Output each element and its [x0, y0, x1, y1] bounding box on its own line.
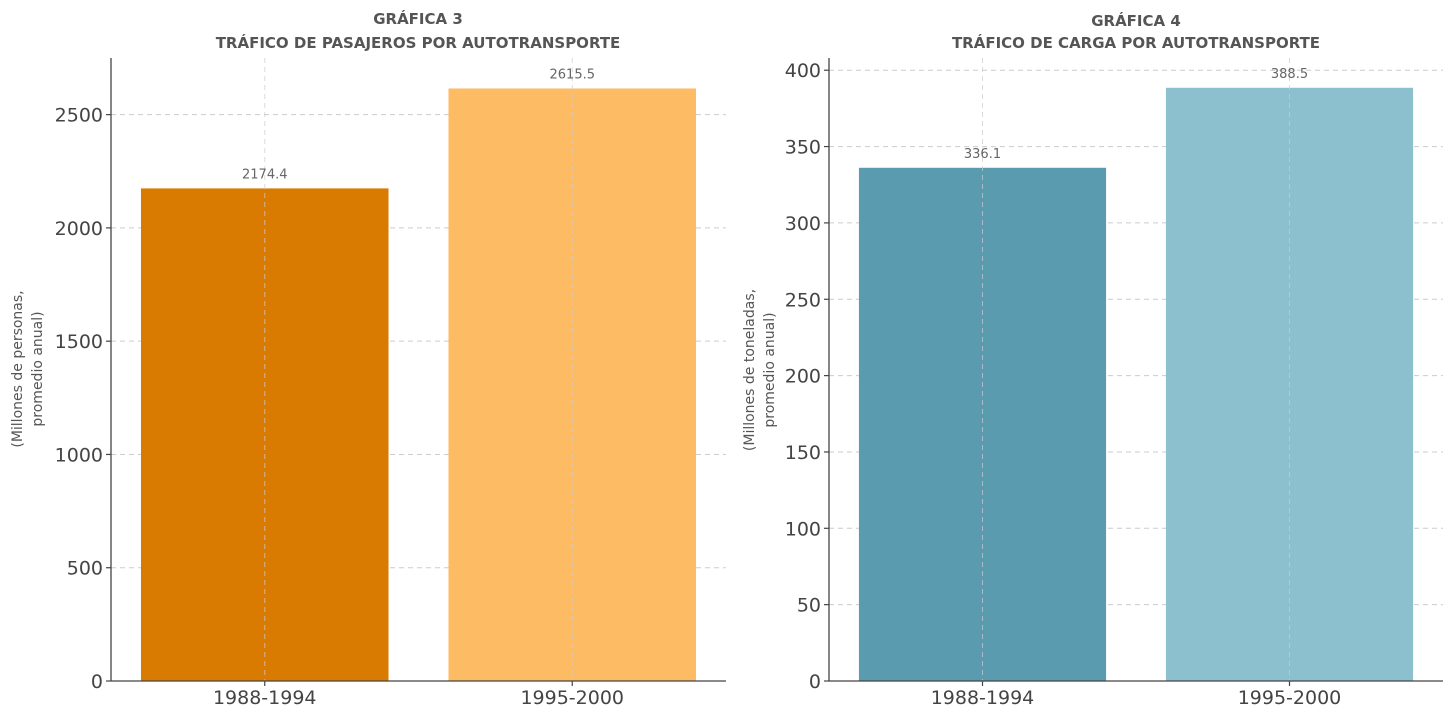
- y-tick-label: 400: [785, 60, 821, 82]
- y-tick-label: 0: [91, 671, 103, 693]
- y-tick-label: 50: [797, 595, 821, 617]
- y-tick-label: 0: [809, 671, 821, 693]
- chart-title: GRÁFICA 4: [1091, 11, 1181, 30]
- y-tick-label: 2000: [55, 218, 103, 240]
- chart-title: GRÁFICA 3: [373, 9, 463, 28]
- y-axis-label-line-1: (Millones de toneladas,: [742, 289, 758, 451]
- data-label-1995-2000: 2615.5: [550, 67, 596, 82]
- y-tick-label: 2500: [55, 105, 103, 127]
- x-tick-label: 1988-1994: [213, 687, 317, 709]
- chart-panel-2: 336.1 388.5 0 50 100 150 200 250 300 350 400 1988-1…: [742, 11, 1443, 709]
- data-label-1995-2000: 388.5: [1271, 67, 1308, 82]
- x-tick-label: 1995-2000: [1238, 687, 1342, 709]
- y-tick-label: 1500: [55, 331, 103, 353]
- y-tick-label: 500: [67, 558, 103, 580]
- x-tick-label: 1988-1994: [931, 687, 1035, 709]
- y-axis-label-line-2: promedio anual): [30, 311, 46, 426]
- y-tick-label: 150: [785, 442, 821, 464]
- x-tick-label: 1995-2000: [520, 687, 624, 709]
- y-tick-label: 1000: [55, 444, 103, 466]
- chart-subtitle: TRÁFICO DE CARGA POR AUTOTRANSPORTE: [952, 33, 1320, 52]
- y-tick-label: 250: [785, 289, 821, 311]
- y-axis-label-line-2: promedio anual): [762, 312, 778, 427]
- data-label-1988-1994: 2174.4: [242, 167, 288, 182]
- chart-subtitle: TRÁFICO DE PASAJEROS POR AUTOTRANSPORTE: [216, 33, 621, 52]
- y-tick-label: 100: [785, 518, 821, 540]
- y-tick-label: 300: [785, 213, 821, 235]
- y-tick-label: 350: [785, 137, 821, 159]
- chart-panel-1: 2174.4 2615.5 0 500 1000 1500 2000 2500 1988-199…: [10, 9, 726, 709]
- y-tick-label: 200: [785, 366, 821, 388]
- y-axis-label-line-1: (Millones de personas,: [10, 290, 26, 447]
- data-label-1988-1994: 336.1: [964, 147, 1001, 162]
- bar-1988-1994: [858, 167, 1107, 682]
